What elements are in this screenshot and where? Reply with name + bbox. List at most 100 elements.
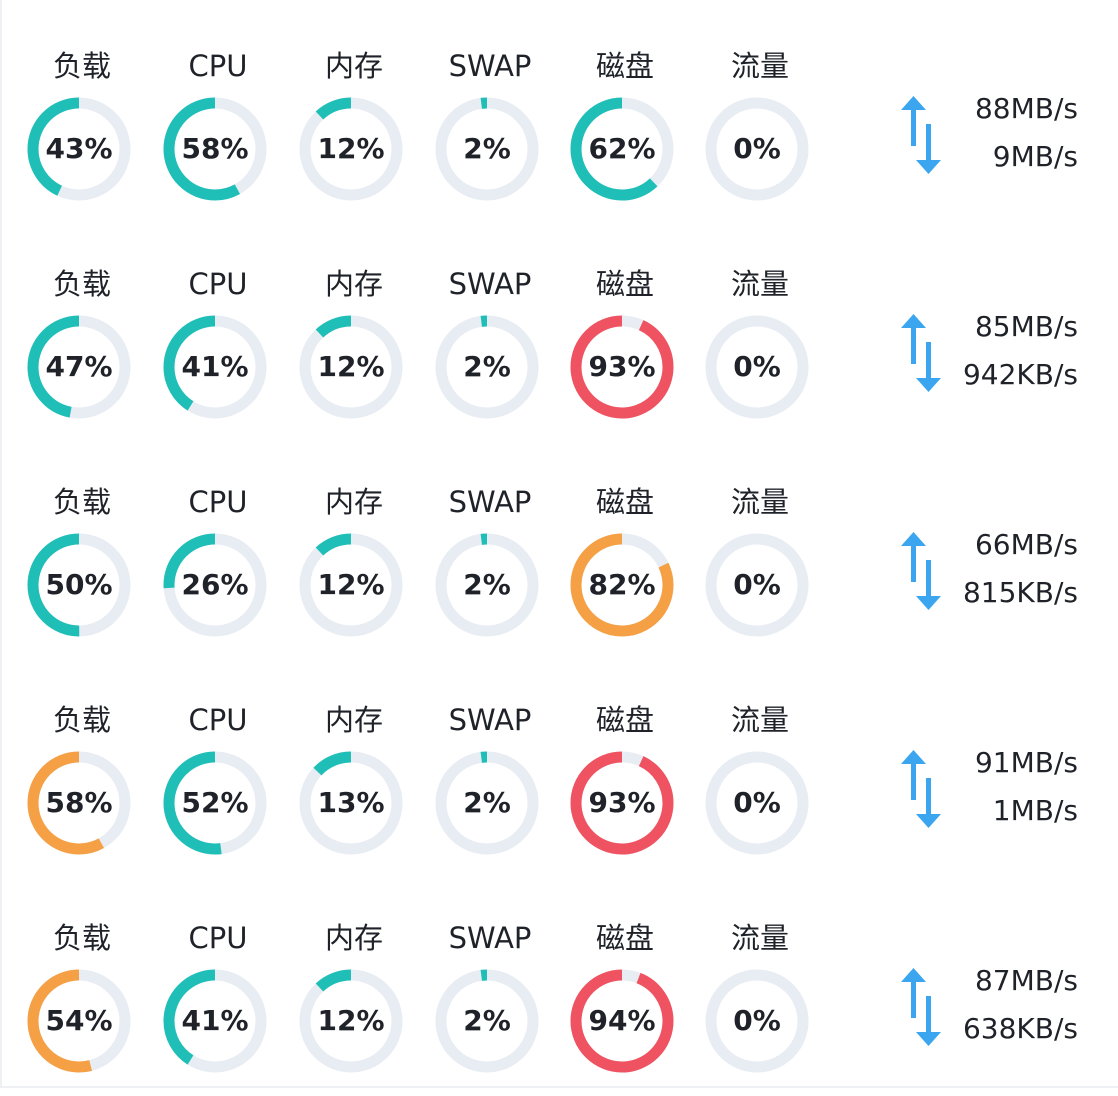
metric-traffic[interactable]: 流量 0% <box>692 224 828 424</box>
gauge-arc <box>27 969 131 1073</box>
gauge-value: 26% <box>181 568 249 601</box>
gauge-value: 0% <box>733 786 781 819</box>
metric-disk[interactable]: 磁盘 82% <box>557 442 693 642</box>
metric-label: SWAP <box>448 921 532 955</box>
metric-swap[interactable]: SWAP 2% <box>422 442 558 642</box>
metric-label: 内存 <box>324 267 383 301</box>
gauge-value: 0% <box>733 132 781 165</box>
gauge-ring <box>705 97 809 201</box>
usage-gauge: 0% <box>702 530 812 640</box>
usage-gauge: 12% <box>296 312 406 422</box>
gauge-arc <box>435 533 539 637</box>
gauge-ring <box>27 97 131 201</box>
metric-traffic[interactable]: 流量 0% <box>692 442 828 642</box>
gauge-arc <box>435 97 539 201</box>
network-traffic: 91MB/s 1MB/s <box>892 740 1092 840</box>
usage-gauge: 58% <box>24 748 134 858</box>
gauge-ring <box>163 97 267 201</box>
metric-label: 磁盘 <box>595 921 654 955</box>
metric-label: SWAP <box>448 267 532 301</box>
metric-disk[interactable]: 磁盘 93% <box>557 660 693 860</box>
gauge-value: 62% <box>588 132 656 165</box>
metric-cpu[interactable]: CPU 41% <box>150 224 286 424</box>
gauge-arc <box>299 97 403 201</box>
metric-memory[interactable]: 内存 12% <box>286 442 422 642</box>
network-traffic: 85MB/s 942KB/s <box>892 304 1092 404</box>
gauge-arc <box>299 315 403 419</box>
usage-gauge: 2% <box>432 748 542 858</box>
server-row: 负载 50% CPU 26% 内存 12% SWAP 2% 磁盘 82% 流量 0% 66MB/s 815… <box>2 442 1118 660</box>
metric-memory[interactable]: 内存 13% <box>286 660 422 860</box>
metric-cpu[interactable]: CPU 26% <box>150 442 286 642</box>
metric-traffic[interactable]: 流量 0% <box>692 878 828 1078</box>
gauge-value: 12% <box>317 568 385 601</box>
metric-label: SWAP <box>448 485 532 519</box>
metric-traffic[interactable]: 流量 0% <box>692 6 828 206</box>
metric-swap[interactable]: SWAP 2% <box>422 878 558 1078</box>
metric-label: CPU <box>188 49 248 83</box>
usage-gauge: 0% <box>702 312 812 422</box>
gauge-ring <box>163 315 267 419</box>
metric-label: 磁盘 <box>595 49 654 83</box>
gauge-ring <box>570 969 674 1073</box>
gauge-ring <box>163 751 267 855</box>
server-row: 负载 54% CPU 41% 内存 12% SWAP 2% 磁盘 94% 流量 0% 87MB/s 638… <box>2 878 1118 1096</box>
metric-memory[interactable]: 内存 12% <box>286 6 422 206</box>
metric-swap[interactable]: SWAP 2% <box>422 660 558 860</box>
gauge-ring <box>299 533 403 637</box>
metric-label: 磁盘 <box>595 267 654 301</box>
metric-load[interactable]: 负载 47% <box>14 224 150 424</box>
usage-gauge: 41% <box>160 966 270 1076</box>
download-rate: 9MB/s <box>992 140 1078 173</box>
gauge-value: 12% <box>317 350 385 383</box>
gauge-ring <box>570 97 674 201</box>
metric-label: 负载 <box>52 703 111 737</box>
up-down-arrows-icon <box>901 750 941 828</box>
usage-gauge: 13% <box>296 748 406 858</box>
metric-swap[interactable]: SWAP 2% <box>422 6 558 206</box>
metric-load[interactable]: 负载 58% <box>14 660 150 860</box>
usage-gauge: 0% <box>702 748 812 858</box>
metric-memory[interactable]: 内存 12% <box>286 878 422 1078</box>
metric-load[interactable]: 负载 43% <box>14 6 150 206</box>
up-down-arrows-icon <box>901 532 941 610</box>
gauge-arc <box>163 97 267 201</box>
gauge-arc <box>435 751 539 855</box>
usage-gauge: 47% <box>24 312 134 422</box>
metric-label: 磁盘 <box>595 703 654 737</box>
upload-rate: 85MB/s <box>974 310 1078 343</box>
gauge-value: 82% <box>588 568 656 601</box>
gauge-arc <box>27 751 131 855</box>
download-rate: 942KB/s <box>962 358 1078 391</box>
gauge-ring <box>570 315 674 419</box>
metric-swap[interactable]: SWAP 2% <box>422 224 558 424</box>
gauge-ring <box>27 315 131 419</box>
upload-rate: 66MB/s <box>974 528 1078 561</box>
gauge-arc <box>299 969 403 1073</box>
metric-disk[interactable]: 磁盘 93% <box>557 224 693 424</box>
metric-load[interactable]: 负载 54% <box>14 878 150 1078</box>
metric-cpu[interactable]: CPU 52% <box>150 660 286 860</box>
usage-gauge: 0% <box>702 94 812 204</box>
metric-disk[interactable]: 磁盘 94% <box>557 878 693 1078</box>
gauge-ring <box>163 969 267 1073</box>
download-rate: 638KB/s <box>962 1012 1078 1045</box>
gauge-value: 2% <box>463 786 511 819</box>
metric-cpu[interactable]: CPU 41% <box>150 878 286 1078</box>
gauge-ring <box>163 533 267 637</box>
metric-load[interactable]: 负载 50% <box>14 442 150 642</box>
usage-gauge: 2% <box>432 966 542 1076</box>
gauge-value: 0% <box>733 350 781 383</box>
metric-cpu[interactable]: CPU 58% <box>150 6 286 206</box>
metric-traffic[interactable]: 流量 0% <box>692 660 828 860</box>
usage-gauge: 93% <box>567 748 677 858</box>
metric-disk[interactable]: 磁盘 62% <box>557 6 693 206</box>
usage-gauge: 52% <box>160 748 270 858</box>
upload-rate: 87MB/s <box>974 964 1078 997</box>
metric-memory[interactable]: 内存 12% <box>286 224 422 424</box>
usage-gauge: 2% <box>432 530 542 640</box>
gauge-arc <box>299 751 403 855</box>
gauge-arc <box>163 533 267 637</box>
network-traffic: 88MB/s 9MB/s <box>892 86 1092 186</box>
usage-gauge: 54% <box>24 966 134 1076</box>
